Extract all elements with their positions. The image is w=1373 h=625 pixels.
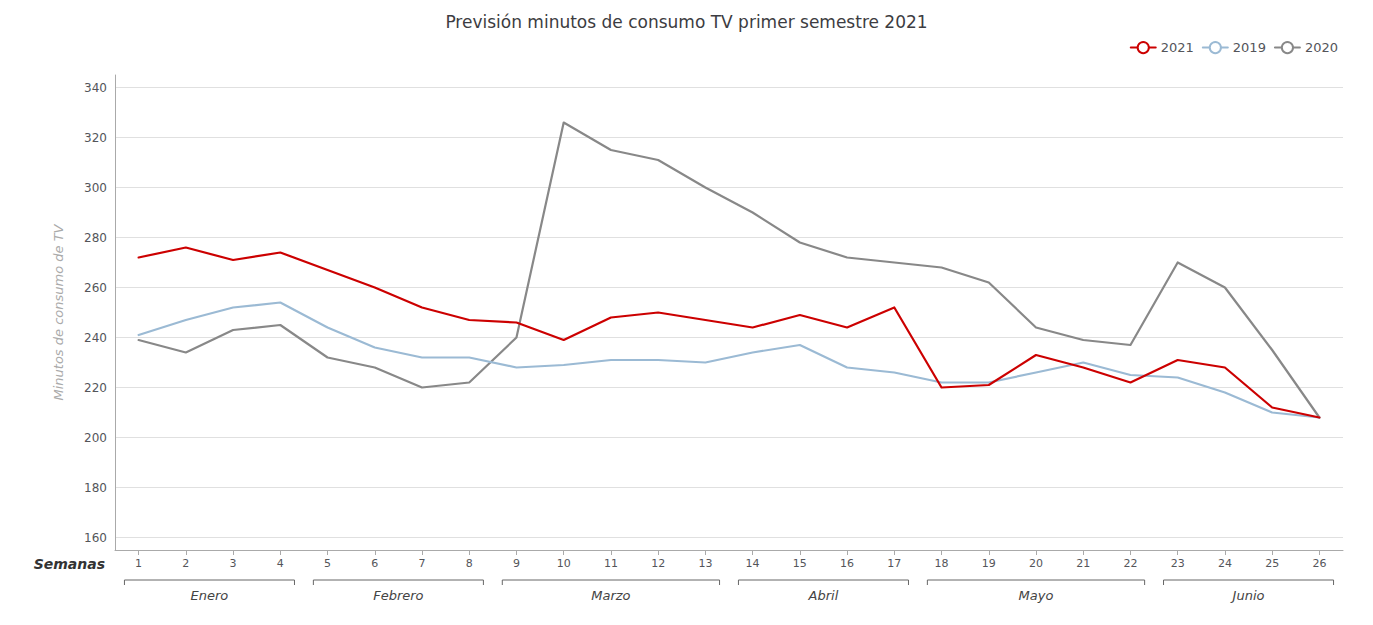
- svg-text:24: 24: [1218, 557, 1232, 570]
- svg-text:2019: 2019: [1233, 40, 1266, 55]
- svg-text:280: 280: [84, 231, 107, 245]
- svg-text:18: 18: [935, 557, 949, 570]
- svg-text:1: 1: [135, 557, 142, 570]
- svg-text:22: 22: [1123, 557, 1137, 570]
- svg-text:320: 320: [84, 131, 107, 145]
- svg-text:20: 20: [1029, 557, 1043, 570]
- svg-text:17: 17: [887, 557, 901, 570]
- svg-text:Previsión minutos de consumo T: Previsión minutos de consumo TV primer s…: [445, 12, 927, 32]
- svg-text:19: 19: [982, 557, 996, 570]
- svg-text:10: 10: [557, 557, 571, 570]
- svg-text:16: 16: [840, 557, 854, 570]
- svg-text:Marzo: Marzo: [591, 588, 630, 603]
- svg-text:200: 200: [84, 431, 107, 445]
- svg-text:26: 26: [1312, 557, 1326, 570]
- svg-text:Semanas: Semanas: [34, 556, 105, 572]
- svg-text:Febrero: Febrero: [373, 588, 423, 603]
- svg-text:6: 6: [371, 557, 378, 570]
- svg-text:2021: 2021: [1161, 40, 1194, 55]
- svg-text:Minutos de consumo de TV: Minutos de consumo de TV: [51, 223, 66, 400]
- svg-text:25: 25: [1265, 557, 1279, 570]
- svg-text:13: 13: [698, 557, 712, 570]
- svg-text:8: 8: [466, 557, 473, 570]
- svg-text:2: 2: [182, 557, 189, 570]
- svg-text:220: 220: [84, 381, 107, 395]
- svg-text:240: 240: [84, 331, 107, 345]
- svg-text:3: 3: [230, 557, 237, 570]
- svg-text:Mayo: Mayo: [1019, 588, 1054, 603]
- svg-text:9: 9: [513, 557, 520, 570]
- svg-text:300: 300: [84, 181, 107, 195]
- svg-text:11: 11: [604, 557, 618, 570]
- svg-text:14: 14: [746, 557, 760, 570]
- svg-text:7: 7: [419, 557, 426, 570]
- svg-text:260: 260: [84, 281, 107, 295]
- svg-text:180: 180: [84, 481, 107, 495]
- svg-text:15: 15: [793, 557, 807, 570]
- svg-text:2020: 2020: [1305, 40, 1338, 55]
- svg-text:4: 4: [277, 557, 284, 570]
- svg-text:5: 5: [324, 557, 331, 570]
- svg-text:23: 23: [1171, 557, 1185, 570]
- svg-text:21: 21: [1076, 557, 1090, 570]
- svg-text:Enero: Enero: [191, 588, 229, 603]
- svg-text:12: 12: [651, 557, 665, 570]
- svg-text:Abril: Abril: [808, 588, 839, 603]
- svg-text:Junio: Junio: [1230, 588, 1265, 603]
- svg-text:160: 160: [84, 531, 107, 545]
- svg-text:340: 340: [84, 81, 107, 95]
